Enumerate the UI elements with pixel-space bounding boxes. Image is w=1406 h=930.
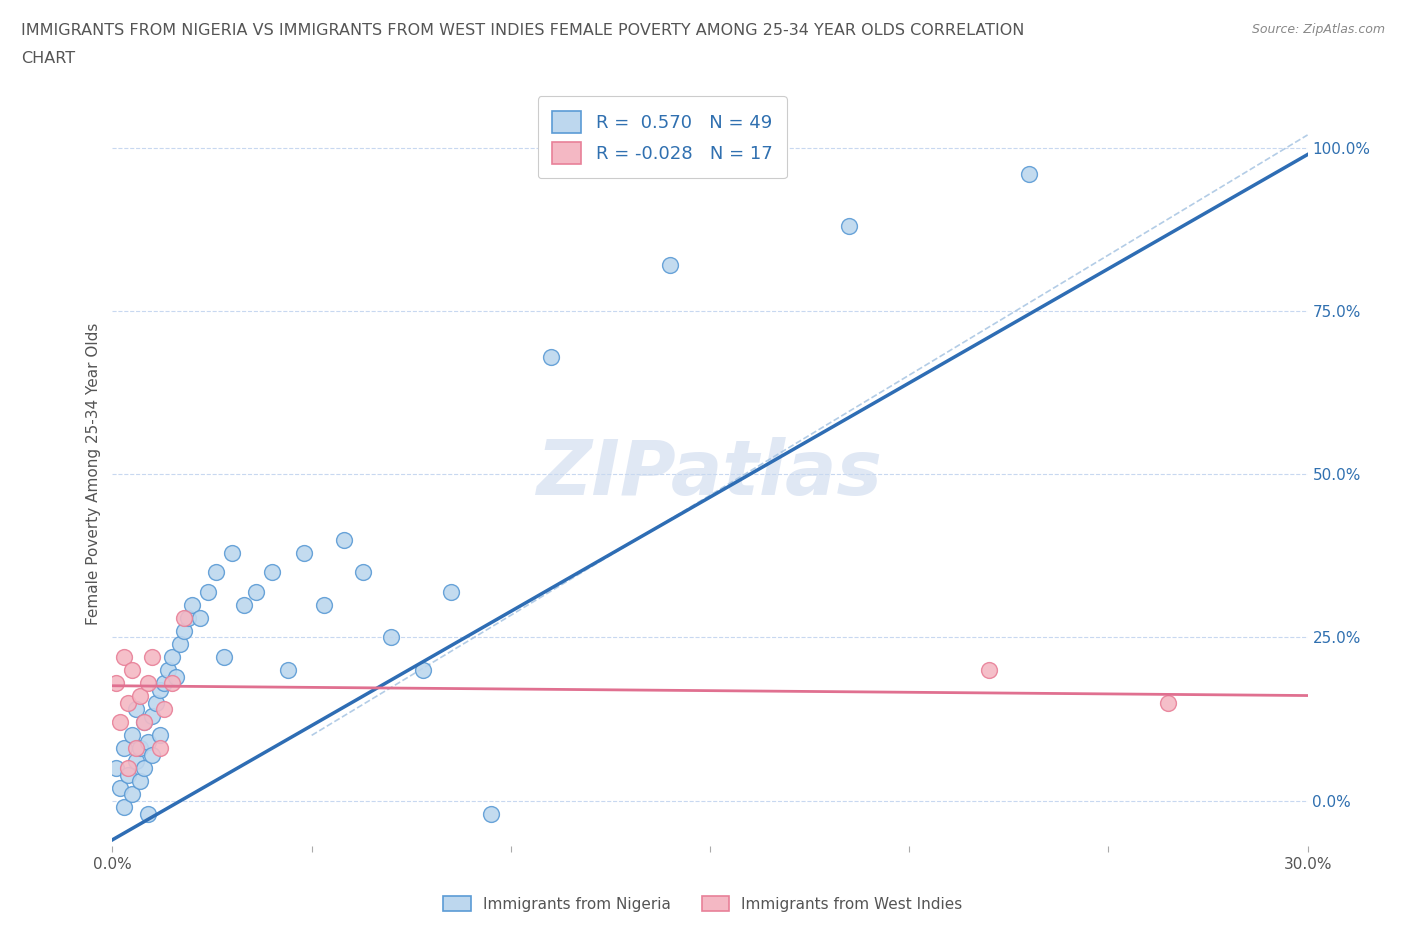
Point bbox=[838, 219, 860, 233]
Point bbox=[138, 676, 160, 691]
Point bbox=[134, 715, 156, 730]
Point bbox=[125, 702, 148, 717]
Point bbox=[149, 683, 172, 698]
Point bbox=[197, 584, 219, 599]
Point bbox=[149, 741, 172, 756]
Point bbox=[332, 532, 354, 547]
Point bbox=[173, 610, 195, 625]
Point bbox=[121, 728, 143, 743]
Point bbox=[138, 806, 160, 821]
Point bbox=[277, 663, 299, 678]
Point bbox=[105, 761, 128, 776]
Text: ZIPatlas: ZIPatlas bbox=[537, 437, 883, 512]
Point bbox=[125, 741, 148, 756]
Point bbox=[540, 350, 562, 365]
Point bbox=[162, 649, 183, 664]
Point bbox=[181, 597, 204, 612]
Point bbox=[659, 258, 682, 272]
Point bbox=[162, 676, 183, 691]
Point bbox=[412, 663, 434, 678]
Point bbox=[353, 565, 375, 579]
Legend: Immigrants from Nigeria, Immigrants from West Indies: Immigrants from Nigeria, Immigrants from… bbox=[437, 889, 969, 918]
Point bbox=[173, 623, 195, 638]
Point bbox=[134, 715, 156, 730]
Point bbox=[1018, 166, 1040, 181]
Point bbox=[110, 780, 132, 795]
Point bbox=[169, 636, 191, 651]
Point bbox=[110, 715, 132, 730]
Point bbox=[221, 545, 243, 560]
Point bbox=[245, 584, 267, 599]
Point bbox=[292, 545, 315, 560]
Point bbox=[117, 767, 139, 782]
Point bbox=[977, 663, 1000, 678]
Point bbox=[312, 597, 335, 612]
Point bbox=[165, 670, 187, 684]
Point bbox=[114, 649, 135, 664]
Point bbox=[260, 565, 283, 579]
Point bbox=[105, 676, 128, 691]
Point bbox=[138, 735, 160, 750]
Point bbox=[114, 800, 135, 815]
Legend: R =  0.570   N = 49, R = -0.028   N = 17: R = 0.570 N = 49, R = -0.028 N = 17 bbox=[537, 97, 787, 179]
Point bbox=[153, 702, 176, 717]
Point bbox=[153, 676, 176, 691]
Point bbox=[117, 761, 139, 776]
Point bbox=[1157, 696, 1180, 711]
Point bbox=[145, 696, 167, 711]
Point bbox=[149, 728, 172, 743]
Text: IMMIGRANTS FROM NIGERIA VS IMMIGRANTS FROM WEST INDIES FEMALE POVERTY AMONG 25-3: IMMIGRANTS FROM NIGERIA VS IMMIGRANTS FR… bbox=[21, 23, 1025, 38]
Point bbox=[205, 565, 228, 579]
Text: Source: ZipAtlas.com: Source: ZipAtlas.com bbox=[1251, 23, 1385, 36]
Y-axis label: Female Poverty Among 25-34 Year Olds: Female Poverty Among 25-34 Year Olds bbox=[86, 323, 101, 626]
Point bbox=[129, 689, 152, 704]
Point bbox=[479, 806, 502, 821]
Point bbox=[380, 630, 402, 644]
Point bbox=[129, 774, 152, 789]
Point bbox=[117, 696, 139, 711]
Point bbox=[141, 709, 163, 724]
Point bbox=[134, 761, 156, 776]
Point bbox=[233, 597, 256, 612]
Point bbox=[121, 787, 143, 802]
Point bbox=[188, 610, 211, 625]
Point bbox=[177, 610, 200, 625]
Point bbox=[125, 754, 148, 769]
Point bbox=[157, 663, 180, 678]
Point bbox=[114, 741, 135, 756]
Point bbox=[121, 663, 143, 678]
Point bbox=[141, 649, 163, 664]
Point bbox=[212, 649, 235, 664]
Point bbox=[440, 584, 463, 599]
Point bbox=[141, 748, 163, 763]
Point bbox=[129, 741, 152, 756]
Text: CHART: CHART bbox=[21, 51, 75, 66]
